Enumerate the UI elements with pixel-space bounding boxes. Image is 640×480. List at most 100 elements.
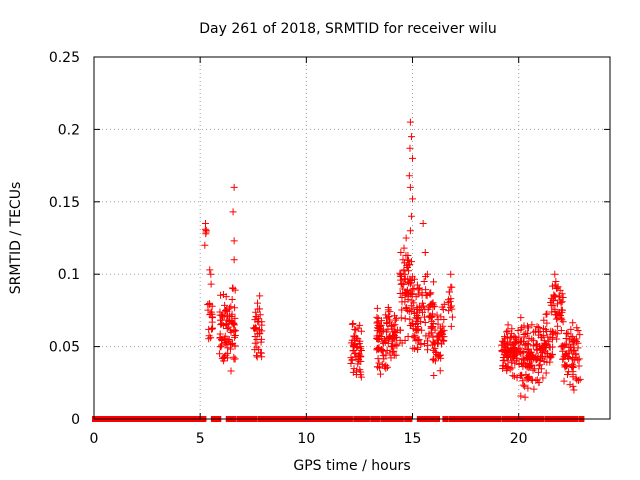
- data-point: [229, 284, 237, 292]
- data-point: [446, 288, 454, 296]
- data-point: [430, 278, 438, 286]
- data-point: [413, 344, 421, 352]
- data-point: [419, 299, 427, 307]
- data-point: [431, 302, 439, 310]
- data-point: [533, 340, 541, 348]
- data-point: [504, 327, 512, 335]
- data-point: [572, 374, 580, 382]
- data-point: [553, 285, 561, 293]
- data-point: [576, 331, 584, 339]
- data-point: [521, 382, 529, 390]
- data-point: [431, 326, 439, 334]
- data-point: [518, 360, 526, 368]
- data-point: [557, 314, 565, 322]
- data-point: [375, 344, 383, 352]
- data-point: [223, 335, 231, 343]
- data-point: [517, 372, 525, 380]
- data-point: [418, 289, 426, 297]
- data-point: [565, 368, 573, 376]
- data-point: [549, 334, 557, 342]
- data-point: [351, 325, 359, 333]
- data-point: [519, 338, 527, 346]
- data-point: [506, 334, 514, 342]
- data-point: [231, 342, 239, 350]
- data-point: [541, 341, 549, 349]
- data-point: [437, 340, 445, 348]
- data-point: [553, 300, 561, 308]
- data-point: [228, 310, 236, 318]
- data-point: [251, 316, 259, 324]
- data-point: [415, 285, 423, 293]
- data-point: [350, 343, 358, 351]
- data-point: [437, 328, 445, 336]
- data-point: [375, 325, 383, 333]
- data-point: [217, 291, 225, 299]
- data-point: [377, 370, 385, 378]
- data-point: [574, 339, 582, 347]
- data-point: [519, 381, 527, 389]
- data-point: [540, 316, 548, 324]
- data-point: [407, 258, 415, 266]
- data-point: [559, 318, 567, 326]
- data-point: [383, 363, 391, 371]
- x-axis-ticks: 0 5 10 15 20: [90, 57, 528, 447]
- data-point: [399, 285, 407, 293]
- data-point: [561, 351, 569, 359]
- data-point: [229, 208, 237, 216]
- data-point: [569, 319, 577, 327]
- data-point: [530, 328, 538, 336]
- data-point: [387, 354, 395, 362]
- data-point: [378, 347, 386, 355]
- data-point: [504, 340, 512, 348]
- data-point: [202, 228, 210, 236]
- data-point: [447, 302, 455, 310]
- data-point: [216, 334, 224, 342]
- data-point: [562, 350, 570, 358]
- data-point: [523, 322, 531, 330]
- data-point: [256, 292, 264, 300]
- data-point: [532, 341, 540, 349]
- data-point: [534, 368, 542, 376]
- data-point: [413, 281, 421, 289]
- data-point: [217, 343, 225, 351]
- data-point: [355, 339, 363, 347]
- data-point: [558, 306, 566, 314]
- data-point: [569, 382, 577, 390]
- data-point: [411, 275, 419, 283]
- data-point: [528, 377, 536, 385]
- x-axis-label: GPS time / hours: [293, 458, 410, 474]
- data-point: [373, 313, 381, 321]
- data-point: [545, 343, 553, 351]
- data-point: [533, 376, 541, 384]
- data-point: [415, 336, 423, 344]
- data-point: [529, 337, 537, 345]
- data-point: [520, 347, 528, 355]
- data-point: [424, 337, 431, 345]
- data-point: [413, 314, 421, 322]
- data-point: [537, 365, 545, 373]
- data-point: [437, 313, 445, 321]
- data-point: [207, 270, 215, 278]
- data-point: [531, 365, 539, 373]
- data-point: [528, 335, 536, 343]
- data-point: [521, 356, 529, 364]
- data-point: [448, 283, 456, 291]
- data-point: [567, 325, 575, 333]
- data-point: [232, 327, 240, 335]
- data-point: [257, 349, 265, 357]
- data-point: [398, 306, 406, 314]
- y-tick-label: 0.05: [49, 340, 80, 356]
- data-point: [543, 319, 551, 327]
- data-point: [427, 300, 435, 308]
- data-point: [390, 312, 398, 320]
- data-point: [406, 227, 414, 235]
- data-point: [560, 343, 568, 351]
- data-point: [528, 321, 536, 329]
- data-point: [569, 333, 577, 341]
- data-point: [555, 292, 563, 300]
- data-point: [383, 320, 391, 328]
- data-point: [204, 306, 212, 314]
- data-point: [401, 270, 409, 278]
- data-point: [227, 367, 235, 375]
- data-point: [533, 323, 541, 331]
